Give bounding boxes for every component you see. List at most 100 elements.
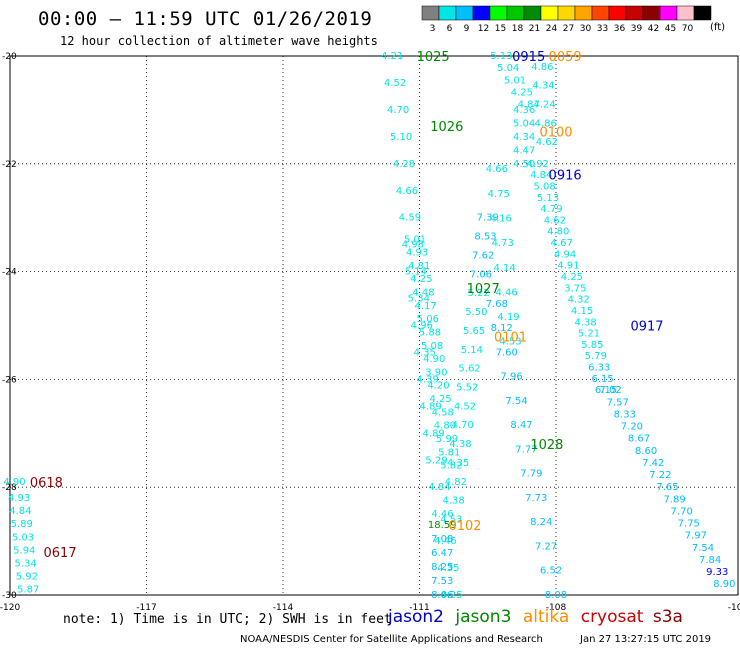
wave-height-value: 4.84 [428,482,450,493]
wave-height-value: 4.38 [442,496,464,507]
wave-height-value: 4.34 [532,81,554,92]
pass-time-label: 0059 [549,50,582,65]
wave-height-value: 4.53 [499,337,521,348]
pass-time-label: 1026 [430,120,463,135]
wave-height-value: 4.25 [561,272,583,283]
wave-height-value: 18.59 [428,520,457,531]
wave-height-value: 4.20 [427,381,449,392]
tick-labels: -120 -117 -114 -111 -108 -104 -20 -22 -24 -26 -28 -… [0,52,740,613]
wave-height-value: 4.70 [387,105,409,116]
wave-height-value: 4.70 [452,420,474,431]
wave-height-value: 4.86 [535,118,557,129]
pass-labels: 1025 1026 1027 1028 0102 0101 0100 0059 0915 0916… [30,50,664,561]
colorbar-swatch [506,5,525,21]
wave-height-value: 4.59 [399,213,421,224]
colorbar-label: 21 [529,24,540,34]
wave-height-value: 4.46 [431,509,453,520]
colorbar-swatch [557,5,576,21]
wave-height-value: 4.73 [492,238,514,249]
colorbar-label: 27 [563,24,574,34]
wave-height-value: 4.93 [8,493,30,504]
wave-height-value: 7.39 [477,213,499,224]
wave-height-value: 4.66 [486,164,508,175]
wave-height-value: 5.79 [585,351,607,362]
colorbar-swatch [574,5,593,21]
wave-height-value: 4.53 [440,515,462,526]
wave-height-value: 4.92 [527,159,549,170]
wave-height-value: 5.01 [404,234,426,245]
wave-height-value: 5.88 [419,327,441,338]
wave-height-value: 5.21 [578,329,600,340]
grid [9,55,739,596]
wave-height-value: 7.68 [486,299,508,310]
wave-height-value: 5.13 [490,51,512,62]
wave-height-value: 7.77 [515,444,537,455]
wave-height-value: 5.92 [16,572,38,583]
colorbar-label: 30 [580,24,592,34]
colorbar-swatch [472,5,491,21]
colorbar-swatch [489,5,508,21]
wave-height-value: 4.50 [513,159,535,170]
wave-height-value: 4.90 [3,477,25,488]
wave-height-value: 7.22 [649,470,671,481]
wave-height-value: 7.89 [663,494,685,505]
wave-height-value: 5.08 [533,181,555,192]
wave-height-value: 4.35 [437,563,459,574]
colorbar-swatch [693,5,712,21]
wave-height-value: 5.94 [13,545,35,556]
pass-time-label: 0617 [44,546,77,561]
wave-height-value: 7.97 [685,531,707,542]
wave-height-value: 7.79 [520,469,542,480]
wave-height-value: 4.14 [494,263,516,274]
pass-time-label: 0100 [539,125,572,140]
footer-note: note: 1) Time is in UTC; 2) SWH is in fe… [63,612,392,627]
wave-height-value: 3.75 [564,283,586,294]
wave-height-value: 4.16 [490,213,512,224]
wave-height-value: 7.65 [656,482,678,493]
colorbar-label: 3 [430,24,436,34]
wave-height-value: 4.38 [449,439,471,450]
wave-height-value: 4.24 [533,100,555,111]
wave-height-value: 9.33 [706,567,728,578]
legend-jason3: jason3 [455,607,512,627]
wave-height-value: 5.81 [438,447,460,458]
wave-height-value: 7.73 [525,493,547,504]
wave-height-value: 8.60 [635,446,657,457]
wave-height-value: 6.15 [592,374,614,385]
timestamp-text: Jan 27 13:27:15 UTC 2019 [580,634,712,645]
pass-time-label: 0102 [448,519,481,534]
wave-height-value: 4.52 [454,401,476,412]
pass-time-label: 1027 [467,282,500,297]
wave-height-value: 4.25 [410,274,432,285]
wave-height-value: 5.14 [405,267,427,278]
wave-height-value: 5.50 [465,307,487,318]
legend-altika: altika [522,607,570,627]
y-tick-label: -28 [2,483,17,493]
wave-height-value: 4.80 [434,421,456,432]
y-tick-label: -22 [2,160,17,170]
wave-height-value: 4.21 [381,51,403,62]
colorbar-swatch [421,5,440,21]
colorbar-label: 12 [478,24,489,34]
wave-height-value: 4.62 [544,215,566,226]
wave-height-value: 4.86 [531,62,553,73]
wave-height-value: 4.84 [9,506,31,517]
wave-height-value: 7.57 [607,397,629,408]
colorbar-label: 33 [597,24,608,34]
pass-time-label: 0618 [30,476,63,491]
wave-height-value: 4.36 [513,105,535,116]
pass-time-label: 1028 [530,438,563,453]
wave-height-value: 4.89 [420,401,442,412]
wave-height-value: 7.60 [496,347,518,358]
wave-height-value: 4.58 [432,407,454,418]
wave-height-value: 4.15 [571,306,593,317]
wave-height-value: 4.81 [408,261,430,272]
wave-height-value: 4.87 [518,100,540,111]
wave-height-value: 8.90 [713,579,735,590]
wave-height-value: 4.39 [417,374,439,385]
wave-height-value: 4.47 [513,145,535,156]
x-tick-label: -108 [546,603,567,613]
wave-height-value: 7.20 [621,422,643,433]
colorbar-swatch [591,5,610,21]
x-tick-label: -104 [728,603,740,613]
